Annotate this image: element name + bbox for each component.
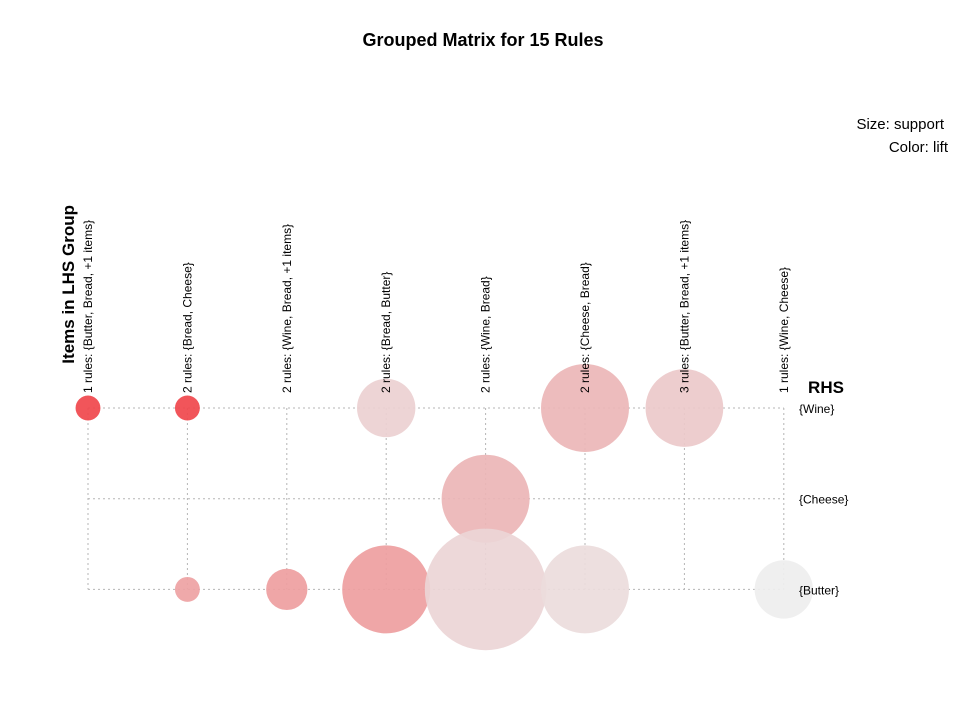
bubble-point bbox=[266, 568, 308, 611]
bubble-point bbox=[357, 378, 416, 438]
lhs-group-label: 2 rules: {Bread, Cheese} bbox=[180, 262, 194, 393]
lhs-group-label: 2 rules: {Bread, Butter} bbox=[379, 272, 393, 393]
chart-title: Grouped Matrix for 15 Rules bbox=[362, 30, 603, 50]
bubble-point bbox=[541, 545, 629, 634]
bubble-point bbox=[424, 528, 547, 651]
rhs-label: {Wine} bbox=[799, 402, 834, 416]
bubble-point bbox=[645, 369, 724, 447]
lhs-group-label: 2 rules: {Wine, Bread} bbox=[479, 276, 493, 393]
bubble-point bbox=[541, 364, 629, 452]
rhs-label: {Cheese} bbox=[799, 493, 848, 507]
bubble-point bbox=[441, 454, 530, 543]
bubble-point bbox=[174, 576, 200, 602]
bubble-point bbox=[174, 395, 200, 421]
bubbles bbox=[75, 364, 813, 651]
lhs-group-labels: 1 rules: {Butter, Bread, +1 items} 2 rule… bbox=[81, 220, 791, 393]
lhs-group-label: 2 rules: {Cheese, Bread} bbox=[578, 262, 592, 393]
lhs-group-label: 1 rules: {Butter, Bread, +1 items} bbox=[81, 220, 95, 393]
lhs-group-label: 2 rules: {Wine, Bread, +1 items} bbox=[280, 224, 294, 393]
x-axis-title: RHS bbox=[808, 378, 844, 397]
lhs-group-label: 3 rules: {Butter, Bread, +1 items} bbox=[677, 220, 691, 393]
lhs-group-label: 1 rules: {Wine, Cheese} bbox=[777, 267, 791, 393]
legend-size-label: Size: support bbox=[856, 116, 944, 133]
y-axis-title: Items in LHS Group bbox=[59, 205, 78, 364]
bubble-point bbox=[342, 545, 431, 634]
bubble-point bbox=[75, 395, 101, 421]
rhs-labels: {Wine} {Cheese} {Butter} bbox=[799, 402, 848, 597]
legend-color-label: Color: lift bbox=[889, 139, 949, 156]
rhs-label: {Butter} bbox=[799, 583, 839, 597]
bubble-point bbox=[754, 560, 813, 619]
